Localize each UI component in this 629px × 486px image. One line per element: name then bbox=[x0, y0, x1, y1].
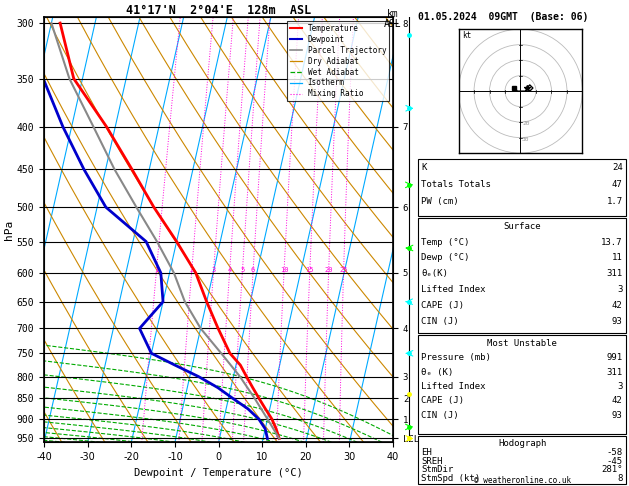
Text: CAPE (J): CAPE (J) bbox=[421, 397, 464, 405]
Text: 2: 2 bbox=[189, 267, 194, 273]
Text: -58: -58 bbox=[606, 448, 623, 457]
Text: 93: 93 bbox=[612, 317, 623, 326]
Text: 93: 93 bbox=[612, 411, 623, 420]
Text: ASL: ASL bbox=[384, 19, 402, 29]
Text: 15: 15 bbox=[306, 267, 314, 273]
Text: 1: 1 bbox=[154, 267, 159, 273]
Text: θₑ (K): θₑ (K) bbox=[421, 367, 454, 377]
Text: Surface: Surface bbox=[503, 222, 541, 231]
Text: -45: -45 bbox=[606, 457, 623, 466]
Text: θₑ(K): θₑ(K) bbox=[421, 269, 448, 278]
Text: CIN (J): CIN (J) bbox=[421, 317, 459, 326]
Text: StmDir: StmDir bbox=[421, 465, 454, 474]
Text: Totals Totals: Totals Totals bbox=[421, 180, 491, 190]
Text: 01.05.2024  09GMT  (Base: 06): 01.05.2024 09GMT (Base: 06) bbox=[418, 12, 589, 22]
Text: Lifted Index: Lifted Index bbox=[421, 285, 486, 295]
Text: 311: 311 bbox=[606, 367, 623, 377]
Text: 3: 3 bbox=[617, 285, 623, 295]
Title: 41°17'N  2°04'E  128m  ASL: 41°17'N 2°04'E 128m ASL bbox=[126, 4, 311, 17]
Text: 6: 6 bbox=[251, 267, 255, 273]
Text: 20: 20 bbox=[325, 267, 333, 273]
Text: 42: 42 bbox=[612, 301, 623, 310]
Text: 25: 25 bbox=[339, 267, 348, 273]
Text: Dewp (°C): Dewp (°C) bbox=[421, 254, 470, 262]
Text: CAPE (J): CAPE (J) bbox=[421, 301, 464, 310]
Text: StmSpd (kt): StmSpd (kt) bbox=[421, 474, 481, 483]
Text: Lifted Index: Lifted Index bbox=[421, 382, 486, 391]
Text: Hodograph: Hodograph bbox=[498, 439, 546, 449]
Text: 281°: 281° bbox=[601, 465, 623, 474]
Text: 3: 3 bbox=[211, 267, 216, 273]
Text: Temp (°C): Temp (°C) bbox=[421, 238, 470, 246]
Text: 8: 8 bbox=[617, 474, 623, 483]
Text: 3: 3 bbox=[617, 382, 623, 391]
Text: 24: 24 bbox=[612, 163, 623, 173]
Text: 311: 311 bbox=[606, 269, 623, 278]
Text: kt: kt bbox=[462, 32, 471, 40]
Text: K: K bbox=[421, 163, 427, 173]
Text: © weatheronline.co.uk: © weatheronline.co.uk bbox=[474, 476, 571, 485]
Text: Pressure (mb): Pressure (mb) bbox=[421, 353, 491, 362]
Text: CIN (J): CIN (J) bbox=[421, 411, 459, 420]
Text: 11: 11 bbox=[612, 254, 623, 262]
Text: Most Unstable: Most Unstable bbox=[487, 339, 557, 348]
Text: 1.7: 1.7 bbox=[606, 197, 623, 207]
Text: 13.7: 13.7 bbox=[601, 238, 623, 246]
Y-axis label: hPa: hPa bbox=[4, 220, 14, 240]
Text: EH: EH bbox=[421, 448, 432, 457]
Text: SREH: SREH bbox=[421, 457, 443, 466]
Text: 10: 10 bbox=[280, 267, 288, 273]
Text: 4: 4 bbox=[227, 267, 231, 273]
Text: 991: 991 bbox=[606, 353, 623, 362]
Text: PW (cm): PW (cm) bbox=[421, 197, 459, 207]
Text: km: km bbox=[387, 9, 399, 19]
Text: 5: 5 bbox=[240, 267, 245, 273]
Text: 47: 47 bbox=[612, 180, 623, 190]
Legend: Temperature, Dewpoint, Parcel Trajectory, Dry Adiabat, Wet Adiabat, Isotherm, Mi: Temperature, Dewpoint, Parcel Trajectory… bbox=[287, 21, 389, 102]
Text: 42: 42 bbox=[612, 397, 623, 405]
Text: 30: 30 bbox=[522, 137, 530, 142]
X-axis label: Dewpoint / Temperature (°C): Dewpoint / Temperature (°C) bbox=[134, 468, 303, 478]
Text: 20: 20 bbox=[522, 121, 530, 126]
